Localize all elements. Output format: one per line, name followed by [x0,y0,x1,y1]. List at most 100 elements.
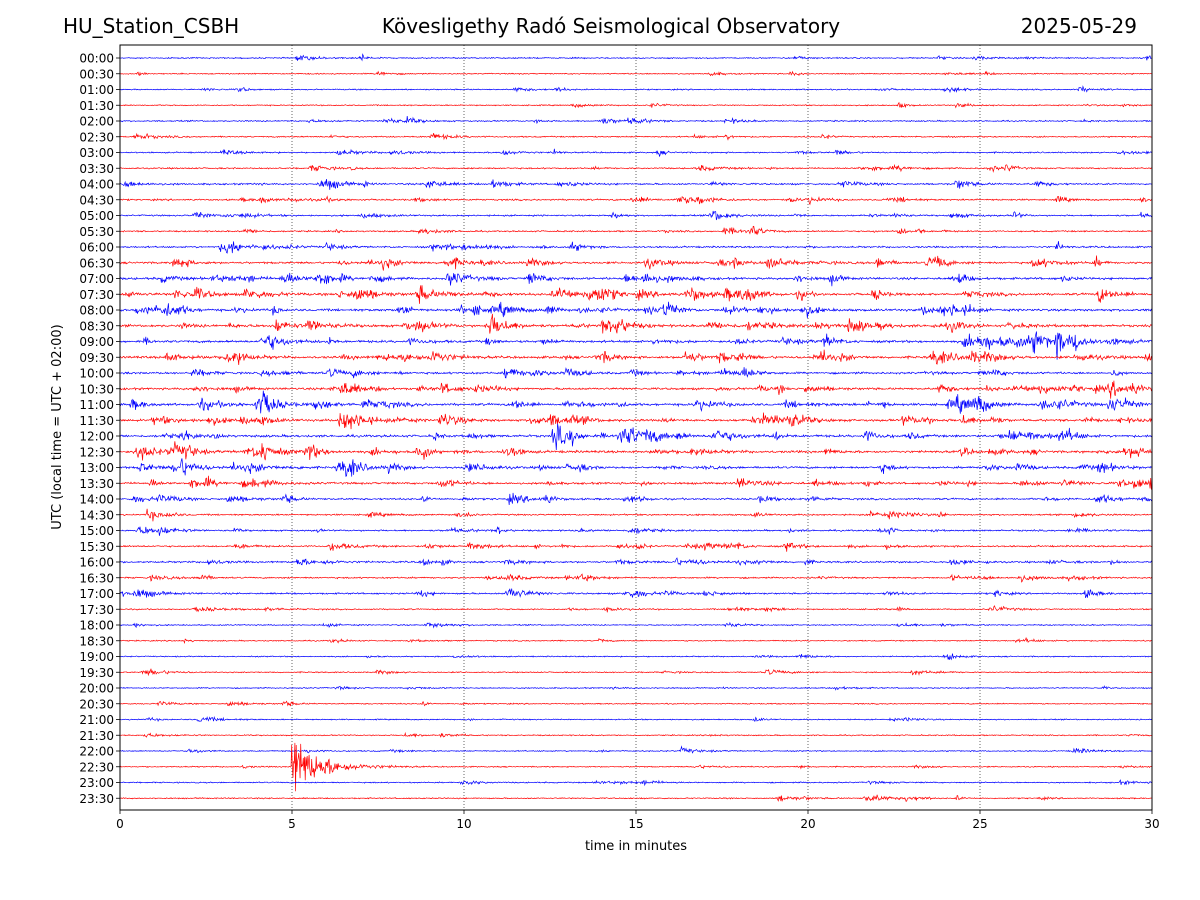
trace-1630 [119,573,1153,583]
y-tick-label: 19:30 [79,666,114,680]
trace-layer [119,53,1153,803]
trace-0500 [119,210,1153,221]
record-date: 2025-05-29 [1020,14,1137,38]
trace-1000 [119,367,1153,379]
y-tick-label: 18:30 [79,634,114,648]
trace-0600 [119,241,1153,254]
y-tick-label: 21:00 [79,713,114,727]
trace-1530 [119,541,1153,552]
trace-1130 [119,412,1153,430]
trace-1900 [119,653,1153,661]
trace-0530 [119,225,1153,236]
y-tick-label: 14:00 [79,493,114,507]
y-tick-label: 15:00 [79,524,114,538]
trace-0930 [119,349,1153,365]
y-tick-label: 17:30 [79,603,114,617]
y-tick-label: 05:00 [79,209,114,223]
trace-2000 [119,685,1153,691]
trace-1600 [119,557,1153,566]
y-tick-label: 20:30 [79,697,114,711]
x-tick-label: 30 [1144,817,1159,831]
y-tick-label: 01:30 [79,99,114,113]
trace-0700 [119,272,1153,287]
y-tick-label: 06:30 [79,256,114,270]
trace-2300 [119,779,1153,787]
trace-2130 [119,731,1153,738]
trace-0000 [120,53,1153,62]
y-tick-label: 09:00 [79,335,114,349]
y-tick-label: 08:30 [79,319,114,333]
y-tick-label: 11:00 [79,398,114,412]
trace-0230 [119,132,1153,141]
y-tick-label: 09:30 [79,351,114,365]
trace-1400 [119,492,1153,505]
x-tick-label: 25 [972,817,987,831]
y-tick-label: 13:30 [79,477,114,491]
trace-2230 [119,742,1153,792]
y-tick-label: 07:00 [79,272,114,286]
y-axis-label: UTC (local time = UTC + 02:00) [50,324,65,529]
trace-1730 [119,605,1153,613]
y-tick-label: 13:00 [79,461,114,475]
trace-1800 [119,621,1153,629]
trace-0430 [119,195,1153,206]
y-tick-label: 01:00 [79,83,114,97]
x-tick-label: 20 [800,817,815,831]
y-tick-label: 23:30 [79,792,114,806]
y-tick-label: 10:00 [79,367,114,381]
trace-1830 [119,637,1153,644]
y-tick-label: 23:00 [79,776,114,790]
observatory-title: Kövesligethy Radó Seismological Observat… [381,14,841,38]
trace-0800 [119,301,1153,319]
trace-1500 [119,526,1153,536]
trace-1330 [119,475,1153,490]
y-tick-label: 11:30 [79,414,114,428]
trace-0400 [119,178,1153,190]
y-tick-label: 10:30 [79,382,114,396]
grid-lines [291,45,981,810]
y-tick-label: 08:00 [79,304,114,318]
trace-1030 [119,380,1153,399]
trace-0630 [119,255,1153,271]
y-tick-label: 17:00 [79,587,114,601]
trace-1100 [119,390,1153,414]
y-tick-label: 21:30 [79,729,114,743]
y-tick-label: 19:00 [79,650,114,664]
trace-0100 [119,85,1153,94]
trace-1200 [119,423,1153,451]
trace-2330 [119,794,1153,803]
y-tick-label: 00:30 [79,67,114,81]
y-tick-label: 14:30 [79,508,114,522]
x-axis-label: time in minutes [585,839,687,854]
y-tick-label: 04:30 [79,193,114,207]
y-tick-label: 06:00 [79,241,114,255]
x-tick-label: 10 [456,817,471,831]
y-tick-label: 22:30 [79,760,114,774]
y-tick-label: 03:00 [79,146,114,160]
trace-2100 [119,716,1153,723]
y-tick-label: 18:00 [79,619,114,633]
y-tick-label: 07:30 [79,288,114,302]
trace-0030 [119,70,1153,77]
y-tick-label: 12:00 [79,430,114,444]
trace-1930 [119,668,1153,677]
y-tick-label: 04:00 [79,178,114,192]
y-tick-label: 16:00 [79,556,114,570]
trace-0830 [119,313,1153,334]
trace-2030 [119,700,1153,707]
trace-1430 [119,508,1153,522]
y-tick-label: 16:30 [79,571,114,585]
y-tick-label: 12:30 [79,445,114,459]
trace-0300 [119,148,1153,157]
station-name: HU_Station_CSBH [63,14,240,38]
trace-0330 [119,163,1153,173]
trace-0130 [119,101,1153,109]
y-tick-label: 22:00 [79,745,114,759]
trace-0900 [119,331,1153,360]
y-tick-label: 20:00 [79,682,114,696]
y-tick-label: 15:30 [79,540,114,554]
trace-1230 [119,441,1153,461]
y-tick-label: 02:30 [79,130,114,144]
